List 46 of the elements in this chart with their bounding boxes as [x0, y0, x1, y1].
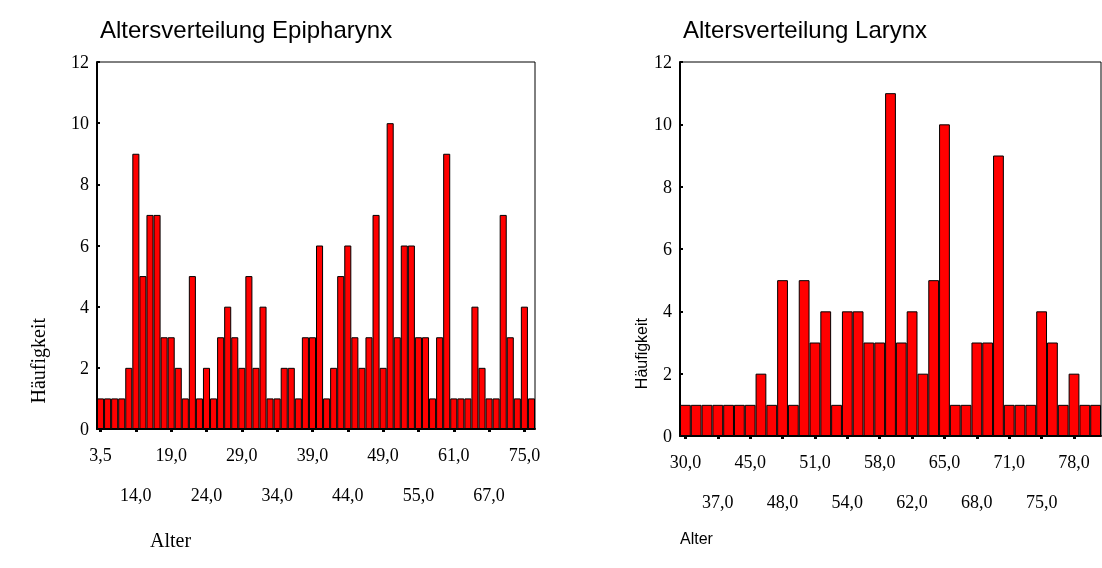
- x-tick-label: 3,5: [89, 445, 112, 465]
- x-tick-label: 39,0: [296, 445, 329, 465]
- y-tick-label: 0: [80, 419, 89, 439]
- x-axis-title: Alter: [150, 529, 192, 551]
- y-tick-label: 6: [80, 235, 89, 256]
- x-tick-label: 45,0: [734, 452, 766, 472]
- x-tick-label: 67,0: [473, 485, 505, 505]
- y-tick-label: 12: [71, 52, 89, 72]
- y-tick-label: 8: [663, 176, 672, 197]
- x-tick-label: 34,0: [261, 485, 293, 505]
- x-tick-label: 24,0: [190, 485, 223, 505]
- y-axis-title: Häufigkeit: [632, 317, 650, 390]
- chart-title: Altersverteilung Epipharynx: [100, 15, 393, 43]
- y-tick-label: 4: [80, 296, 89, 317]
- x-tick-label: 75,0: [1025, 492, 1058, 512]
- x-tick-label: 51,0: [799, 452, 831, 472]
- x-tick-label: 68,0: [961, 492, 993, 512]
- chart-title: Altersverteilung Larynx: [683, 15, 928, 43]
- x-tick-label: 30,0: [669, 452, 702, 472]
- x-axis-title: Alter: [680, 529, 714, 547]
- y-tick-label: 10: [71, 113, 89, 134]
- y-tick-label: 12: [654, 52, 672, 72]
- y-tick-label: 0: [663, 426, 672, 446]
- x-tick-label: 75,0: [508, 445, 541, 465]
- y-tick-label: 2: [663, 363, 672, 384]
- x-tick-label: 65,0: [928, 452, 961, 472]
- y-tick-label: 2: [80, 357, 89, 378]
- x-tick-label: 44,0: [332, 485, 364, 505]
- x-tick-label: 48,0: [766, 492, 799, 512]
- x-tick-label: 29,0: [226, 445, 258, 465]
- y-tick-label: 8: [80, 174, 89, 195]
- y-tick-label: 6: [663, 239, 672, 259]
- x-tick-label: 78,0: [1058, 452, 1090, 472]
- x-tick-label: 19,0: [155, 445, 187, 465]
- y-tick-label: 4: [663, 301, 672, 322]
- y-axis-title: Häufigkeit: [27, 317, 50, 404]
- x-tick-label: 55,0: [402, 485, 435, 505]
- x-tick-label: 61,0: [438, 445, 470, 465]
- x-tick-label: 49,0: [367, 445, 399, 465]
- x-tick-label: 58,0: [863, 452, 896, 472]
- x-tick-label: 62,0: [896, 492, 928, 512]
- x-tick-label: 71,0: [993, 452, 1025, 472]
- x-tick-label: 14,0: [120, 485, 152, 505]
- x-tick-label: 54,0: [831, 492, 864, 512]
- x-tick-label: 37,0: [702, 492, 734, 512]
- y-tick-label: 10: [654, 114, 672, 135]
